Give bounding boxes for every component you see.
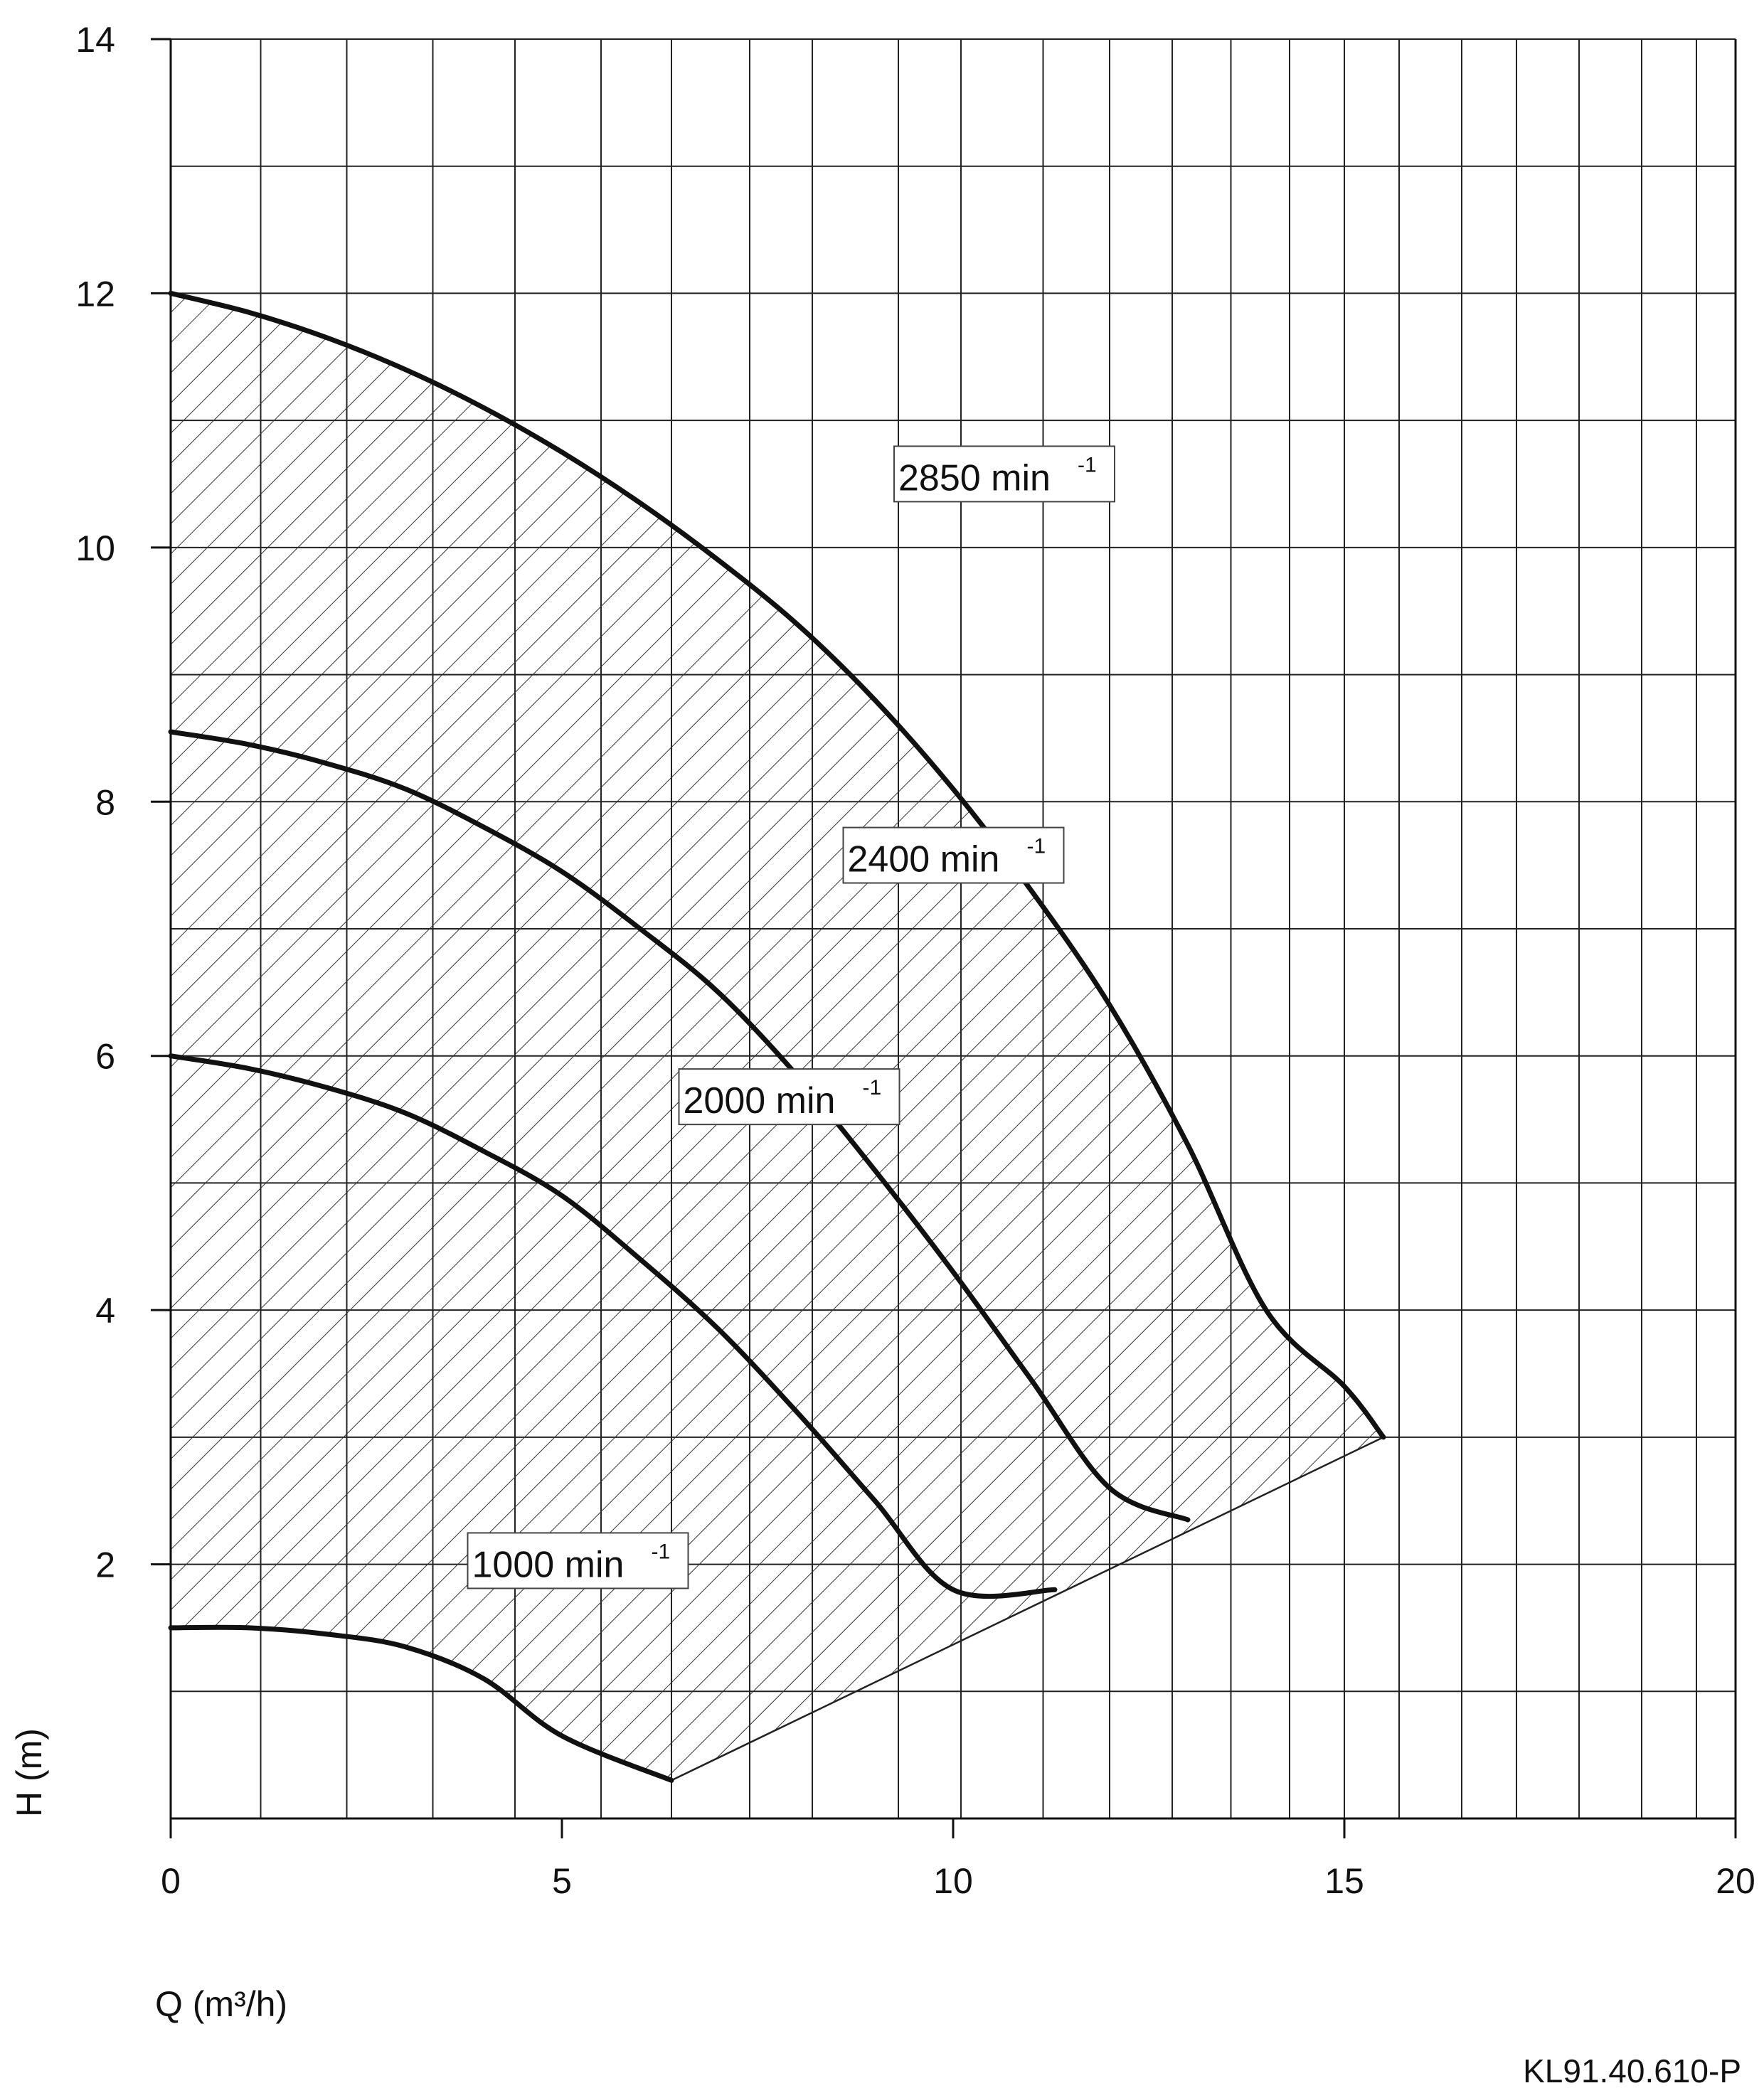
x-tick-label: 20 <box>1716 1861 1755 1901</box>
operating-range-lower-boundary <box>671 1436 1384 1782</box>
x-tick-label: 10 <box>933 1861 973 1901</box>
curve-labels: 2850 min -1 2400 min -1 2000 min -1 1000 min -1 <box>467 445 1115 1589</box>
curve-series-3 <box>168 1053 1058 1599</box>
axis-ticks: 0 5 10 15 20 2 4 6 8 10 12 14 <box>75 20 1755 1901</box>
y-tick-label: 6 <box>95 1037 115 1077</box>
curve-series-2 <box>168 729 1191 1523</box>
y-tick-label: 10 <box>75 528 115 568</box>
curve-label-1: 2850 min -1 <box>893 445 1115 503</box>
curve-label-text: 2400 min <box>848 839 1000 880</box>
curve-series-1 <box>168 290 1386 1440</box>
y-tick-label: 14 <box>75 20 115 60</box>
curve-label-box <box>842 826 1065 884</box>
curve-label-3: 2000 min -1 <box>678 1068 900 1126</box>
y-axis-title: H (m) <box>9 1728 49 1817</box>
curve-label-box <box>893 445 1115 503</box>
document-code: KL91.40.610-P <box>1523 2052 1741 2089</box>
curve-label-box <box>467 1532 689 1589</box>
x-tick-label: 15 <box>1324 1861 1364 1901</box>
curve-label-2: 2400 min -1 <box>842 826 1065 884</box>
y-tick-label: 2 <box>95 1545 115 1585</box>
y-tick-label: 12 <box>75 274 115 314</box>
operating-range-hatched-area <box>171 293 1383 1781</box>
performance-curves <box>168 290 1386 1783</box>
x-axis-title: Q (m³/h) <box>155 1984 287 2024</box>
curve-label-superscript: -1 <box>1027 835 1046 858</box>
curve-label-text: 1000 min <box>472 1544 625 1585</box>
curve-label-superscript: -1 <box>1078 453 1097 476</box>
x-tick-label: 5 <box>552 1861 572 1901</box>
curve-label-4: 1000 min -1 <box>467 1532 689 1589</box>
curve-label-superscript: -1 <box>652 1540 671 1563</box>
curve-series-4 <box>168 1624 674 1783</box>
curve-label-superscript: -1 <box>863 1076 882 1099</box>
curve-label-text: 2850 min <box>898 457 1051 499</box>
y-tick-label: 4 <box>95 1291 115 1331</box>
x-tick-label: 0 <box>161 1861 181 1901</box>
curve-label-box <box>678 1068 900 1126</box>
y-tick-label: 8 <box>95 782 115 822</box>
curve-label-text: 2000 min <box>684 1080 836 1122</box>
